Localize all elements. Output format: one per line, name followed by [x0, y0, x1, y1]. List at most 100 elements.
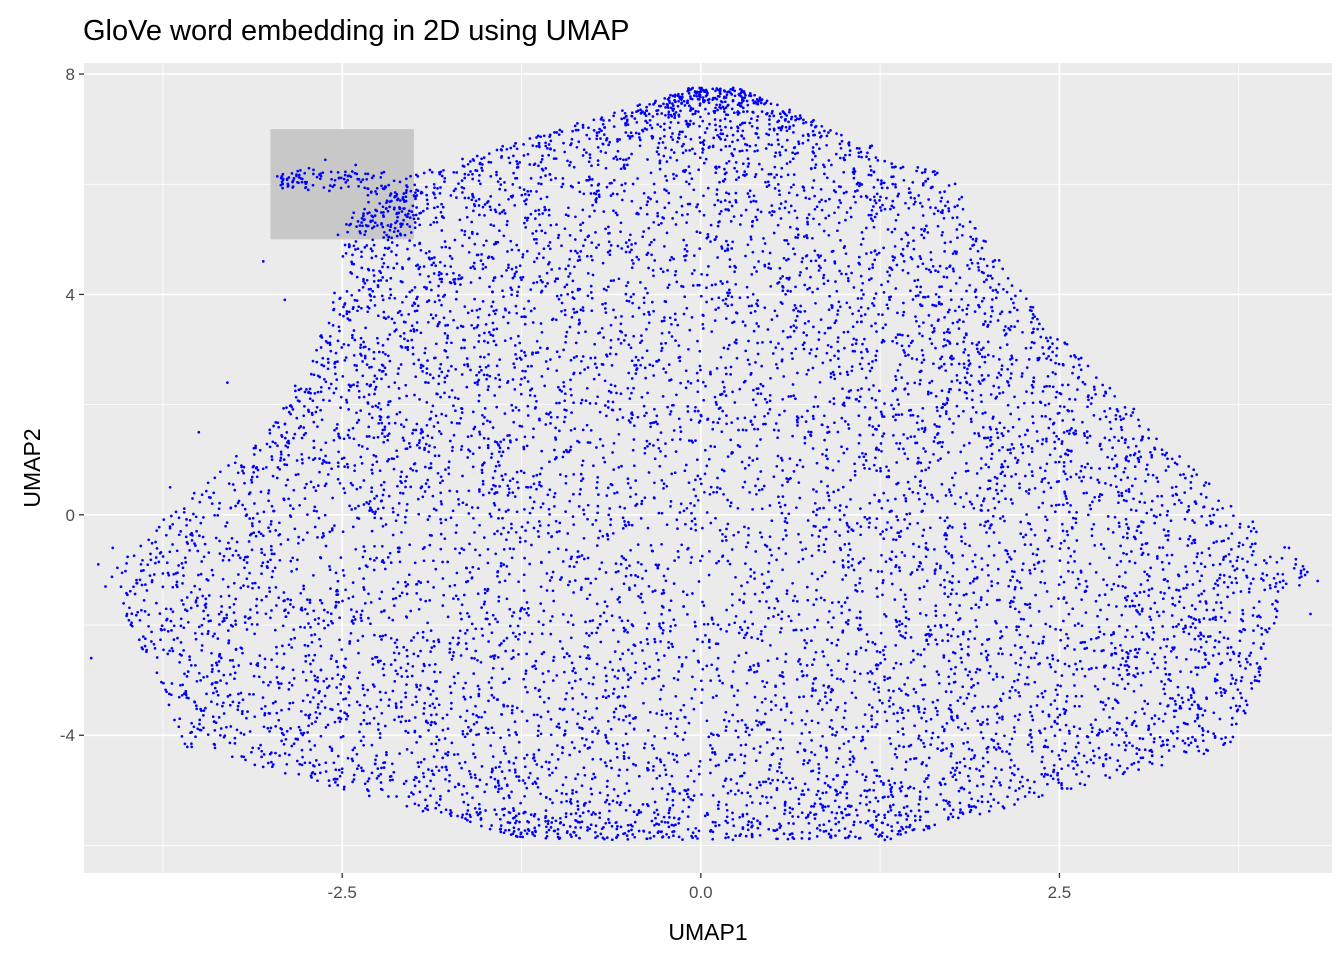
data-point — [854, 342, 858, 345]
data-point — [513, 388, 517, 391]
data-point — [572, 165, 576, 169]
data-point — [338, 297, 342, 301]
data-point — [845, 211, 849, 214]
data-point — [360, 445, 364, 448]
data-point — [406, 731, 410, 735]
data-point — [933, 823, 937, 827]
data-point — [504, 472, 507, 476]
data-point — [727, 623, 731, 626]
data-point — [422, 712, 426, 715]
data-point — [792, 131, 795, 134]
data-point — [867, 703, 871, 707]
data-point — [548, 797, 552, 801]
data-point — [791, 357, 794, 361]
data-point — [813, 817, 817, 820]
data-point — [575, 354, 579, 358]
data-point — [929, 743, 933, 746]
data-point — [526, 828, 530, 831]
data-point — [873, 493, 876, 497]
data-point — [992, 531, 996, 534]
data-point — [881, 593, 884, 597]
data-point — [251, 746, 255, 750]
data-point — [1089, 402, 1093, 405]
data-point — [455, 290, 459, 294]
data-point — [725, 414, 728, 417]
data-point — [1124, 604, 1127, 608]
data-point — [650, 126, 654, 130]
data-point — [455, 171, 459, 174]
data-point — [648, 831, 651, 834]
data-point — [1171, 494, 1175, 497]
data-point — [752, 194, 756, 198]
data-point — [800, 260, 804, 264]
data-point — [501, 289, 504, 293]
data-point — [516, 624, 520, 628]
data-point — [595, 662, 599, 666]
data-point — [1006, 448, 1010, 452]
data-point — [366, 779, 370, 783]
data-point — [880, 449, 883, 453]
data-point — [579, 223, 582, 227]
data-point — [1146, 578, 1150, 582]
data-point — [1010, 569, 1014, 573]
data-point — [346, 714, 350, 718]
data-point — [440, 502, 443, 506]
data-point — [581, 692, 584, 696]
data-point — [1214, 615, 1217, 619]
data-point — [221, 577, 225, 581]
data-point — [718, 180, 721, 184]
data-point — [961, 554, 965, 557]
data-point — [1197, 706, 1200, 710]
data-point — [714, 642, 718, 646]
data-point — [881, 313, 884, 317]
data-point — [407, 312, 411, 316]
data-point — [702, 213, 706, 217]
data-point — [469, 170, 472, 173]
data-point — [867, 278, 871, 282]
data-point — [812, 405, 816, 409]
data-point — [522, 471, 526, 475]
data-point — [1124, 586, 1127, 589]
data-point — [317, 622, 320, 626]
data-point — [1252, 549, 1255, 553]
data-point — [216, 693, 220, 697]
data-point — [973, 694, 977, 698]
data-point — [1196, 716, 1200, 719]
data-point — [365, 244, 369, 247]
data-point — [724, 106, 728, 109]
data-point — [1089, 507, 1093, 511]
data-point — [432, 787, 436, 791]
data-point — [380, 432, 384, 435]
data-point — [596, 511, 599, 515]
data-point — [372, 436, 376, 440]
data-point — [661, 270, 665, 274]
data-point — [384, 523, 388, 526]
data-point — [794, 786, 798, 790]
data-point — [673, 559, 676, 562]
data-point — [412, 792, 415, 796]
data-point — [1017, 417, 1021, 421]
data-point — [135, 581, 138, 585]
data-point — [1120, 494, 1124, 498]
data-point — [963, 366, 966, 369]
data-point — [784, 516, 787, 520]
data-point — [839, 548, 843, 552]
data-point — [861, 342, 864, 346]
data-point — [513, 495, 517, 498]
data-point — [631, 182, 635, 186]
data-point — [1089, 723, 1093, 727]
data-point — [396, 311, 400, 315]
data-point — [863, 337, 866, 341]
data-point — [1099, 608, 1102, 612]
data-point — [694, 826, 698, 830]
data-point — [758, 96, 762, 100]
data-point — [974, 603, 978, 607]
data-point — [1248, 654, 1251, 657]
data-point — [622, 718, 625, 722]
data-point — [603, 379, 607, 383]
data-point — [1198, 600, 1202, 603]
data-point — [361, 360, 364, 363]
data-point — [658, 622, 661, 626]
data-point — [285, 762, 289, 766]
data-point — [470, 198, 474, 202]
